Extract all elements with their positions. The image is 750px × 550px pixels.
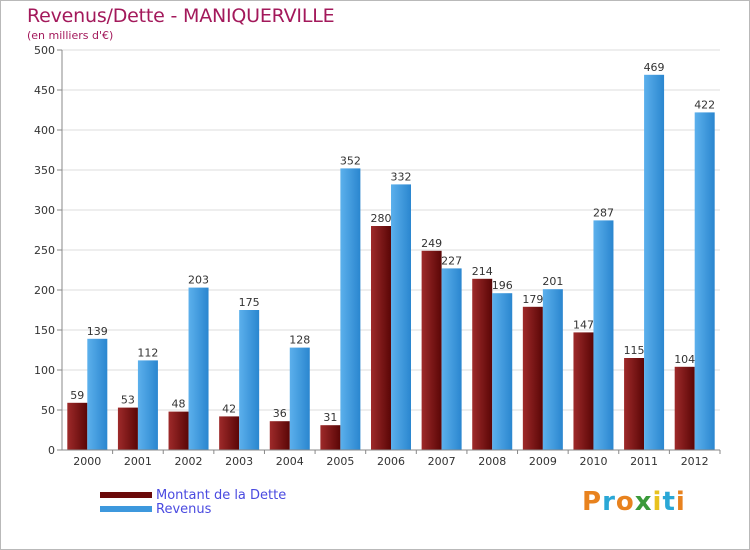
debt-bar xyxy=(269,421,290,450)
y-tick-label: 200 xyxy=(34,284,55,297)
revenue-bar xyxy=(340,168,361,450)
x-tick-label: 2006 xyxy=(377,455,405,468)
debt-bar xyxy=(371,226,391,450)
debt-value-label: 42 xyxy=(222,402,236,415)
x-tick-label: 2008 xyxy=(478,455,506,468)
debt-value-label: 280 xyxy=(371,212,392,225)
debt-value-label: 115 xyxy=(624,344,645,357)
debt-value-label: 249 xyxy=(421,237,442,250)
revenue-value-label: 196 xyxy=(492,279,513,292)
logo-letter: i xyxy=(675,487,686,517)
logo-letter: P xyxy=(582,487,603,517)
logo-letter: i xyxy=(652,487,663,517)
y-tick-label: 500 xyxy=(34,44,55,57)
debt-value-label: 59 xyxy=(70,389,84,402)
revenue-value-label: 227 xyxy=(441,254,462,267)
x-tick-label: 2012 xyxy=(681,455,709,468)
x-tick-label: 2000 xyxy=(73,455,101,468)
debt-value-label: 104 xyxy=(674,353,695,366)
debt-value-label: 53 xyxy=(121,394,135,407)
revenue-bar xyxy=(593,220,614,450)
revenue-value-label: 112 xyxy=(137,346,158,359)
logo-letter: x xyxy=(634,487,653,517)
revenue-value-label: 139 xyxy=(87,325,108,338)
legend-item-debt: Montant de la Dette xyxy=(100,487,287,503)
legend-swatch-debt xyxy=(100,492,152,498)
revenue-value-label: 332 xyxy=(391,170,412,183)
x-tick-label: 2011 xyxy=(630,455,658,468)
y-tick-label: 0 xyxy=(48,444,55,457)
revenue-bar xyxy=(542,289,563,450)
chart-title: Revenus/Dette - MANIQUERVILLE xyxy=(27,5,335,27)
legend-label-debt: Montant de la Dette xyxy=(156,487,287,503)
logo-letter: r xyxy=(602,487,616,517)
revenue-value-label: 287 xyxy=(593,206,614,219)
debt-bar xyxy=(421,250,442,450)
x-tick-label: 2001 xyxy=(124,455,152,468)
y-tick-label: 400 xyxy=(34,124,55,137)
y-tick-label: 450 xyxy=(34,84,55,97)
debt-bar xyxy=(624,358,645,450)
revenue-bar xyxy=(644,74,665,451)
debt-bar xyxy=(219,416,240,450)
y-tick-label: 300 xyxy=(34,204,55,217)
debt-bar xyxy=(522,306,543,450)
y-tick-label: 50 xyxy=(41,404,55,417)
debt-bar xyxy=(674,366,695,450)
revenue-value-label: 469 xyxy=(644,61,665,74)
y-tick-label: 150 xyxy=(34,324,55,337)
logo-letter: o xyxy=(615,487,635,517)
debt-bar xyxy=(117,407,138,450)
revenue-bar xyxy=(441,268,462,450)
x-tick-label: 2004 xyxy=(276,455,304,468)
revenue-value-label: 352 xyxy=(340,154,361,167)
revenue-value-label: 422 xyxy=(694,98,715,111)
debt-value-label: 147 xyxy=(573,318,594,331)
revenue-bar xyxy=(289,347,310,450)
debt-bar xyxy=(320,425,341,450)
debt-bar xyxy=(168,411,189,450)
revenue-value-label: 128 xyxy=(289,334,310,347)
revenue-value-label: 203 xyxy=(188,274,209,287)
legend-item-revenue: Revenus xyxy=(100,501,212,517)
debt-value-label: 179 xyxy=(522,293,543,306)
proxiti-logo: Proxiti xyxy=(582,487,686,517)
revenue-bar xyxy=(137,360,158,450)
x-tick-label: 2009 xyxy=(529,455,557,468)
debt-bar xyxy=(472,278,493,450)
x-tick-label: 2003 xyxy=(225,455,253,468)
legend-swatch-revenue xyxy=(100,506,152,512)
legend-label-revenue: Revenus xyxy=(156,501,212,517)
revenue-bar xyxy=(694,112,715,451)
debt-bar xyxy=(573,332,594,450)
debt-bar xyxy=(67,402,88,450)
x-tick-label: 2002 xyxy=(175,455,203,468)
y-tick-label: 100 xyxy=(34,364,55,377)
logo-letter: t xyxy=(662,487,676,517)
chart-subtitle: (en milliers d'€) xyxy=(27,29,114,42)
revenue-bar xyxy=(239,310,260,450)
revenue-bar xyxy=(391,184,411,450)
debt-value-label: 36 xyxy=(273,407,287,420)
debt-value-label: 214 xyxy=(472,265,493,278)
revenue-bar xyxy=(87,338,108,450)
y-tick-label: 350 xyxy=(34,164,55,177)
x-tick-label: 2005 xyxy=(326,455,354,468)
x-tick-label: 2007 xyxy=(428,455,456,468)
revenue-bar xyxy=(188,287,209,450)
revenue-bar xyxy=(492,293,513,450)
y-tick-label: 250 xyxy=(34,244,55,257)
revenue-value-label: 175 xyxy=(239,296,260,309)
debt-value-label: 48 xyxy=(172,398,186,411)
revenue-value-label: 201 xyxy=(542,275,563,288)
debt-value-label: 31 xyxy=(323,411,337,424)
x-tick-label: 2010 xyxy=(579,455,607,468)
